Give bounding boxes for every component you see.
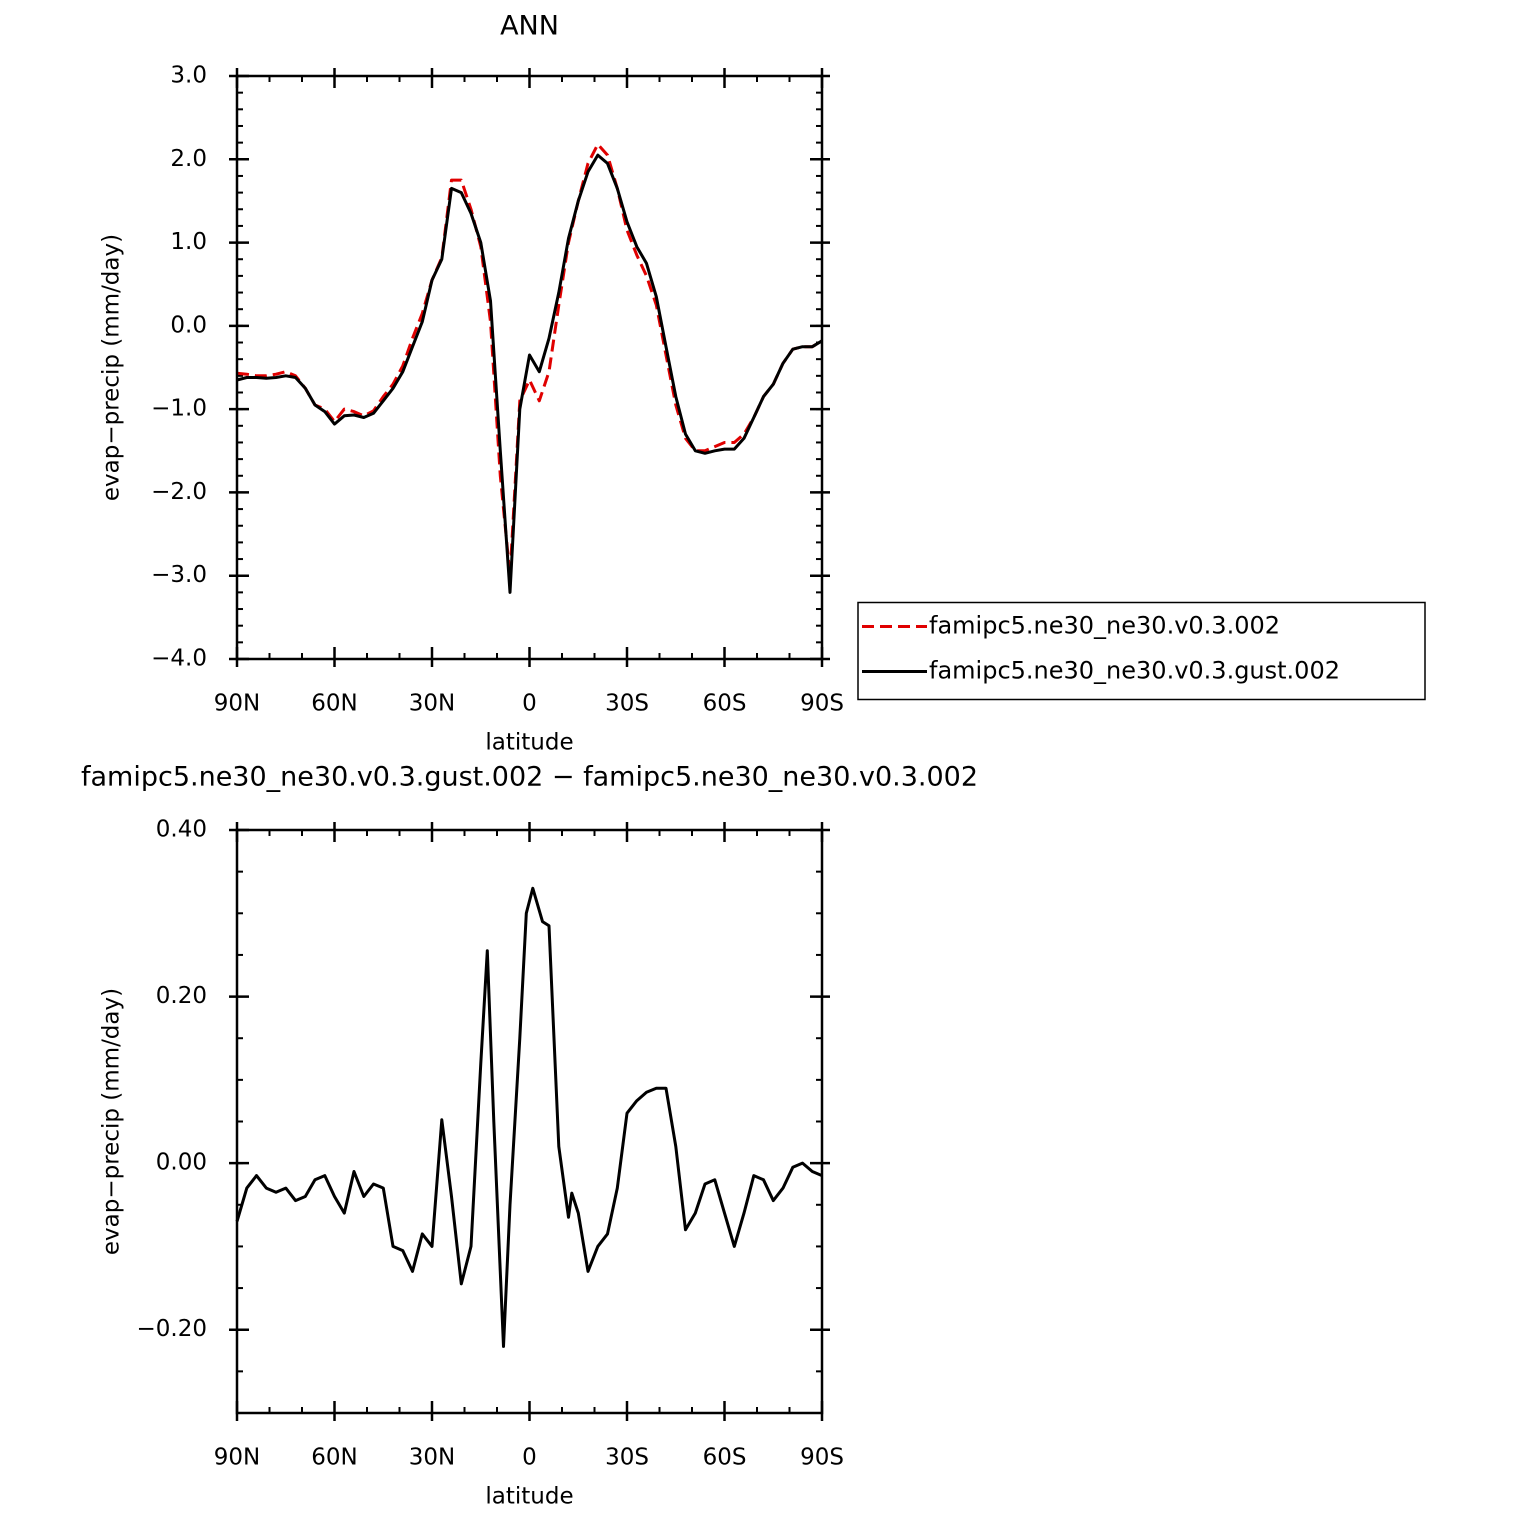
x-tick-label: 60S: [703, 1445, 747, 1471]
y-tick-label: 0.20: [156, 983, 207, 1009]
y-axis-label: evap−precip (mm/day): [99, 988, 125, 1255]
x-axis-label: latitude: [485, 1484, 573, 1510]
y-tick-label: 0.00: [156, 1150, 207, 1176]
plot-frame: [235, 74, 824, 661]
x-tick-label: 90S: [800, 691, 844, 717]
chart-title: ANN: [500, 11, 559, 42]
x-tick-label: 0: [522, 691, 537, 717]
x-tick-label: 30N: [409, 691, 455, 717]
x-tick-label: 30N: [409, 1445, 455, 1471]
y-tick-label: −2.0: [151, 479, 207, 505]
y-tick-label: −3.0: [151, 562, 207, 588]
plot-frame: [235, 828, 824, 1415]
data-line: [236, 142, 823, 578]
y-tick-label: −4.0: [151, 646, 207, 672]
x-tick-label: 60N: [311, 1445, 357, 1471]
y-tick-label: 0.0: [170, 312, 207, 338]
y-tick-label: −1.0: [151, 396, 207, 422]
y-tick-label: 2.0: [170, 146, 207, 172]
y-tick-label: −0.20: [137, 1316, 207, 1342]
y-tick-label: 1.0: [170, 229, 207, 255]
x-tick-label: 90S: [800, 1445, 844, 1471]
y-tick-label: 0.40: [156, 817, 207, 843]
data-line: [236, 153, 823, 594]
legend-label: famipc5.ne30_ne30.v0.3.gust.002: [929, 657, 1340, 685]
y-axis-label: evap−precip (mm/day): [99, 234, 125, 501]
chart-title: famipc5.ne30_ne30.v0.3.gust.002 − famipc…: [81, 762, 978, 793]
x-tick-label: 90N: [214, 691, 260, 717]
x-tick-label: 30S: [605, 691, 649, 717]
data-line: [235, 886, 823, 1348]
x-tick-label: 30S: [605, 1445, 649, 1471]
y-tick-label: 3.0: [170, 63, 207, 89]
x-tick-label: 0: [522, 1445, 537, 1471]
legend-box: [857, 601, 1426, 701]
x-tick-label: 60S: [703, 691, 747, 717]
legend-label: famipc5.ne30_ne30.v0.3.002: [929, 612, 1280, 640]
x-tick-label: 90N: [214, 1445, 260, 1471]
x-axis-label: latitude: [485, 730, 573, 756]
x-tick-label: 60N: [311, 691, 357, 717]
